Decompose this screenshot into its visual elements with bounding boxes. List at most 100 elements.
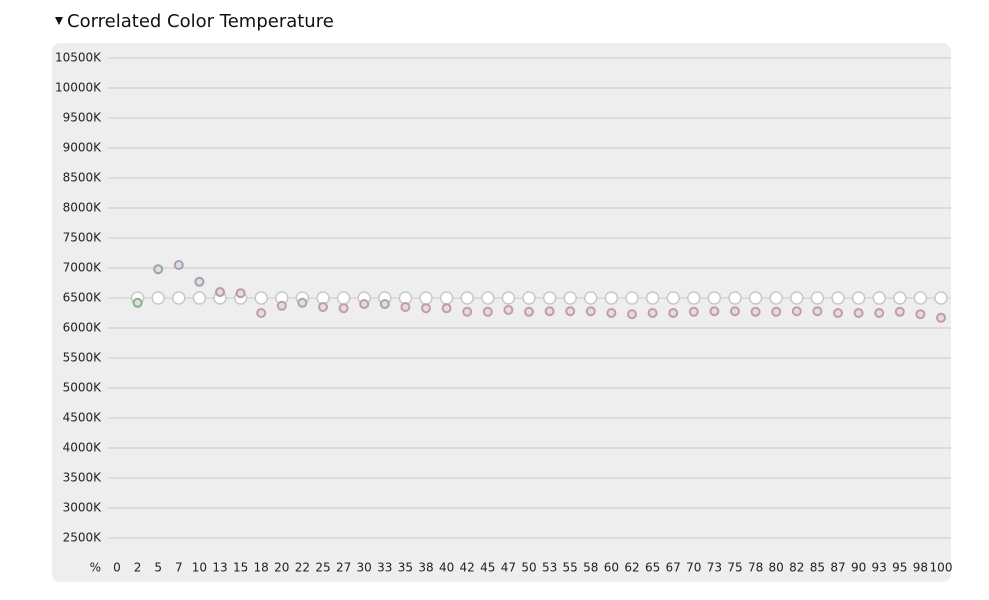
x-tick-label: 100 <box>930 561 953 575</box>
measured-point <box>874 308 885 318</box>
x-tick-label: 15 <box>233 561 248 575</box>
measured-point <box>915 309 926 320</box>
measured-point <box>894 306 905 317</box>
measured-point <box>276 300 287 311</box>
measured-point <box>936 312 946 323</box>
x-tick-label: 2 <box>134 561 142 575</box>
measured-point <box>400 302 411 312</box>
measured-point <box>627 309 637 320</box>
x-tick-label: 93 <box>872 561 887 575</box>
x-tick-label: 58 <box>583 561 598 575</box>
chart-title: Correlated Color Temperature <box>67 11 334 32</box>
target-point <box>172 291 186 305</box>
x-tick-label: 75 <box>727 561 742 575</box>
y-tick-label: 5500K <box>63 351 103 365</box>
target-point <box>687 291 701 305</box>
target-point <box>810 291 825 305</box>
x-tick-label: 13 <box>212 561 227 575</box>
x-tick-label: 0 <box>113 561 121 575</box>
target-point <box>769 291 783 305</box>
target-point <box>728 291 742 305</box>
x-tick-label: 20 <box>274 561 289 575</box>
x-tick-label: 65 <box>645 561 660 575</box>
target-point <box>584 291 598 305</box>
measured-point <box>524 306 534 317</box>
x-tick-label: 85 <box>810 561 825 575</box>
x-tick-label: 67 <box>666 561 681 575</box>
x-tick-label: 18 <box>254 561 269 575</box>
measured-point <box>462 306 473 317</box>
target-point <box>872 291 886 305</box>
measured-point <box>379 299 390 309</box>
x-unit-label: % <box>90 561 101 575</box>
target-point <box>893 291 907 305</box>
y-tick-label: 3000K <box>63 501 103 515</box>
y-tick-label: 10500K <box>55 51 102 65</box>
x-tick-label: 5 <box>154 561 162 575</box>
x-tick-label: 30 <box>357 561 372 575</box>
collapse-arrow[interactable] <box>55 17 63 25</box>
x-tick-label: 42 <box>460 561 475 575</box>
x-tick-label: 62 <box>624 561 639 575</box>
measured-point <box>853 308 864 318</box>
x-tick-label: 70 <box>686 561 701 575</box>
x-tick-label: 22 <box>295 561 310 575</box>
measured-point <box>730 306 740 317</box>
target-point <box>460 291 474 305</box>
y-tick-label: 4000K <box>63 441 103 455</box>
measured-point <box>297 297 308 308</box>
measured-point <box>421 303 431 314</box>
target-point <box>851 291 866 305</box>
target-point <box>481 291 495 305</box>
y-tick-label: 9000K <box>63 141 103 155</box>
target-point <box>501 291 516 305</box>
y-tick-label: 6500K <box>63 291 103 305</box>
x-tick-label: 7 <box>175 561 183 575</box>
measured-point <box>503 305 514 315</box>
target-point <box>439 291 454 305</box>
y-tick-label: 9500K <box>63 111 103 125</box>
target-point <box>522 291 536 305</box>
measured-point <box>812 306 823 317</box>
measured-point <box>771 306 782 317</box>
target-point <box>254 291 268 305</box>
target-point <box>192 291 207 305</box>
target-point <box>336 291 351 305</box>
measured-point <box>359 299 370 309</box>
x-tick-label: 35 <box>398 561 413 575</box>
x-tick-label: 60 <box>604 561 619 575</box>
y-tick-label: 3500K <box>63 471 103 485</box>
target-point <box>831 291 845 305</box>
measured-point <box>565 306 576 317</box>
measured-point <box>647 308 658 318</box>
x-tick-label: 33 <box>377 561 392 575</box>
target-point <box>419 291 433 305</box>
measured-point <box>256 308 267 318</box>
y-tick-label: 4500K <box>63 411 103 425</box>
y-tick-label: 2500K <box>63 531 103 545</box>
y-tick-label: 8000K <box>63 201 103 215</box>
target-point <box>707 291 722 305</box>
x-tick-label: 78 <box>748 561 763 575</box>
x-tick-label: 45 <box>480 561 495 575</box>
measured-point <box>709 306 720 317</box>
y-tick-label: 7500K <box>63 231 103 245</box>
y-tick-label: 6000K <box>63 321 103 335</box>
target-point <box>748 291 763 305</box>
x-tick-label: 47 <box>501 561 516 575</box>
measured-point <box>668 308 679 318</box>
x-tick-label: 40 <box>439 561 454 575</box>
x-tick-label: 27 <box>336 561 351 575</box>
measured-point <box>235 288 246 299</box>
measured-point <box>482 306 493 317</box>
measured-point <box>153 264 164 275</box>
x-tick-label: 95 <box>892 561 907 575</box>
target-point <box>151 291 165 305</box>
target-point <box>666 291 680 305</box>
measured-point <box>441 303 452 314</box>
measured-point <box>606 308 617 318</box>
measured-point <box>791 306 802 317</box>
measured-point <box>585 306 596 317</box>
target-point <box>604 291 619 305</box>
x-tick-label: 98 <box>913 561 928 575</box>
